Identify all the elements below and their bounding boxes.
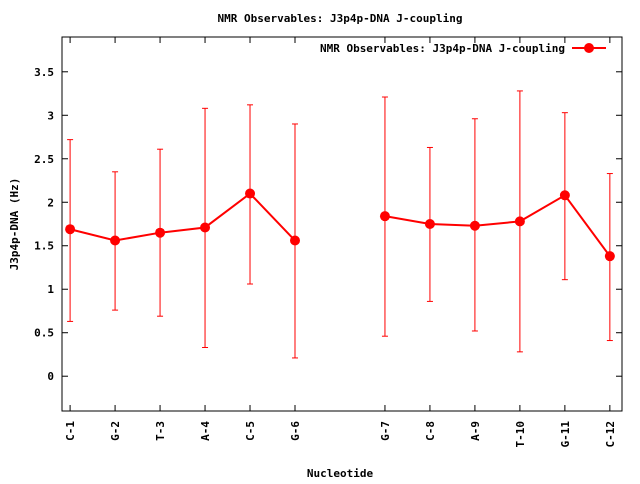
x-tick-label: C-5 bbox=[244, 421, 257, 441]
y-tick-label: 0 bbox=[47, 370, 54, 383]
legend-marker bbox=[584, 43, 594, 53]
x-tick-label: A-4 bbox=[199, 421, 212, 441]
y-tick-label: 1 bbox=[47, 283, 54, 296]
x-axis-label: Nucleotide bbox=[307, 467, 374, 480]
chart-title: NMR Observables: J3p4p-DNA J-coupling bbox=[217, 12, 462, 25]
x-tick-label: G-6 bbox=[289, 421, 302, 441]
y-tick-label: 3.5 bbox=[34, 66, 54, 79]
x-tick-label: A-9 bbox=[469, 421, 482, 441]
data-point bbox=[200, 222, 211, 233]
data-point bbox=[424, 219, 435, 229]
data-point bbox=[110, 235, 121, 246]
data-point bbox=[469, 220, 480, 231]
data-point bbox=[65, 224, 76, 235]
y-axis-label: J3p4p-DNA (Hz) bbox=[8, 178, 21, 271]
x-tick-label: T-10 bbox=[514, 421, 527, 448]
legend-label: NMR Observables: J3p4p-DNA J-coupling bbox=[320, 42, 565, 55]
axis-ticks: 0 0.5 1 1.5 2 2.5 3 3.5 C-1 G-2 T-3 A-4 C-5 G-6 G-7 C-8… bbox=[34, 37, 622, 448]
x-tick-label: G-7 bbox=[379, 421, 392, 441]
data-point bbox=[289, 235, 300, 246]
x-tick-label: G-2 bbox=[109, 421, 122, 441]
series-line bbox=[384, 193, 611, 257]
y-tick-label: 2.5 bbox=[34, 153, 54, 166]
y-tick-label: 3 bbox=[47, 109, 54, 122]
x-tick-label: T-3 bbox=[154, 421, 167, 441]
data-point bbox=[559, 190, 570, 201]
x-tick-label: C-1 bbox=[64, 421, 77, 441]
data-point bbox=[604, 251, 615, 262]
data-marks bbox=[65, 90, 615, 359]
y-tick-label: 0.5 bbox=[34, 327, 54, 340]
x-tick-label: G-11 bbox=[559, 421, 572, 448]
series-line bbox=[69, 192, 296, 242]
y-tick-label: 1.5 bbox=[34, 240, 54, 253]
data-point bbox=[379, 211, 390, 222]
x-tick-label: C-12 bbox=[604, 421, 617, 448]
x-tick-label: C-8 bbox=[424, 421, 437, 441]
data-point bbox=[514, 216, 525, 227]
data-point bbox=[155, 227, 166, 238]
plot-frame bbox=[61, 36, 623, 412]
legend: NMR Observables: J3p4p-DNA J-coupling bbox=[320, 42, 606, 55]
y-tick-label: 2 bbox=[47, 196, 54, 209]
data-point bbox=[245, 188, 256, 199]
